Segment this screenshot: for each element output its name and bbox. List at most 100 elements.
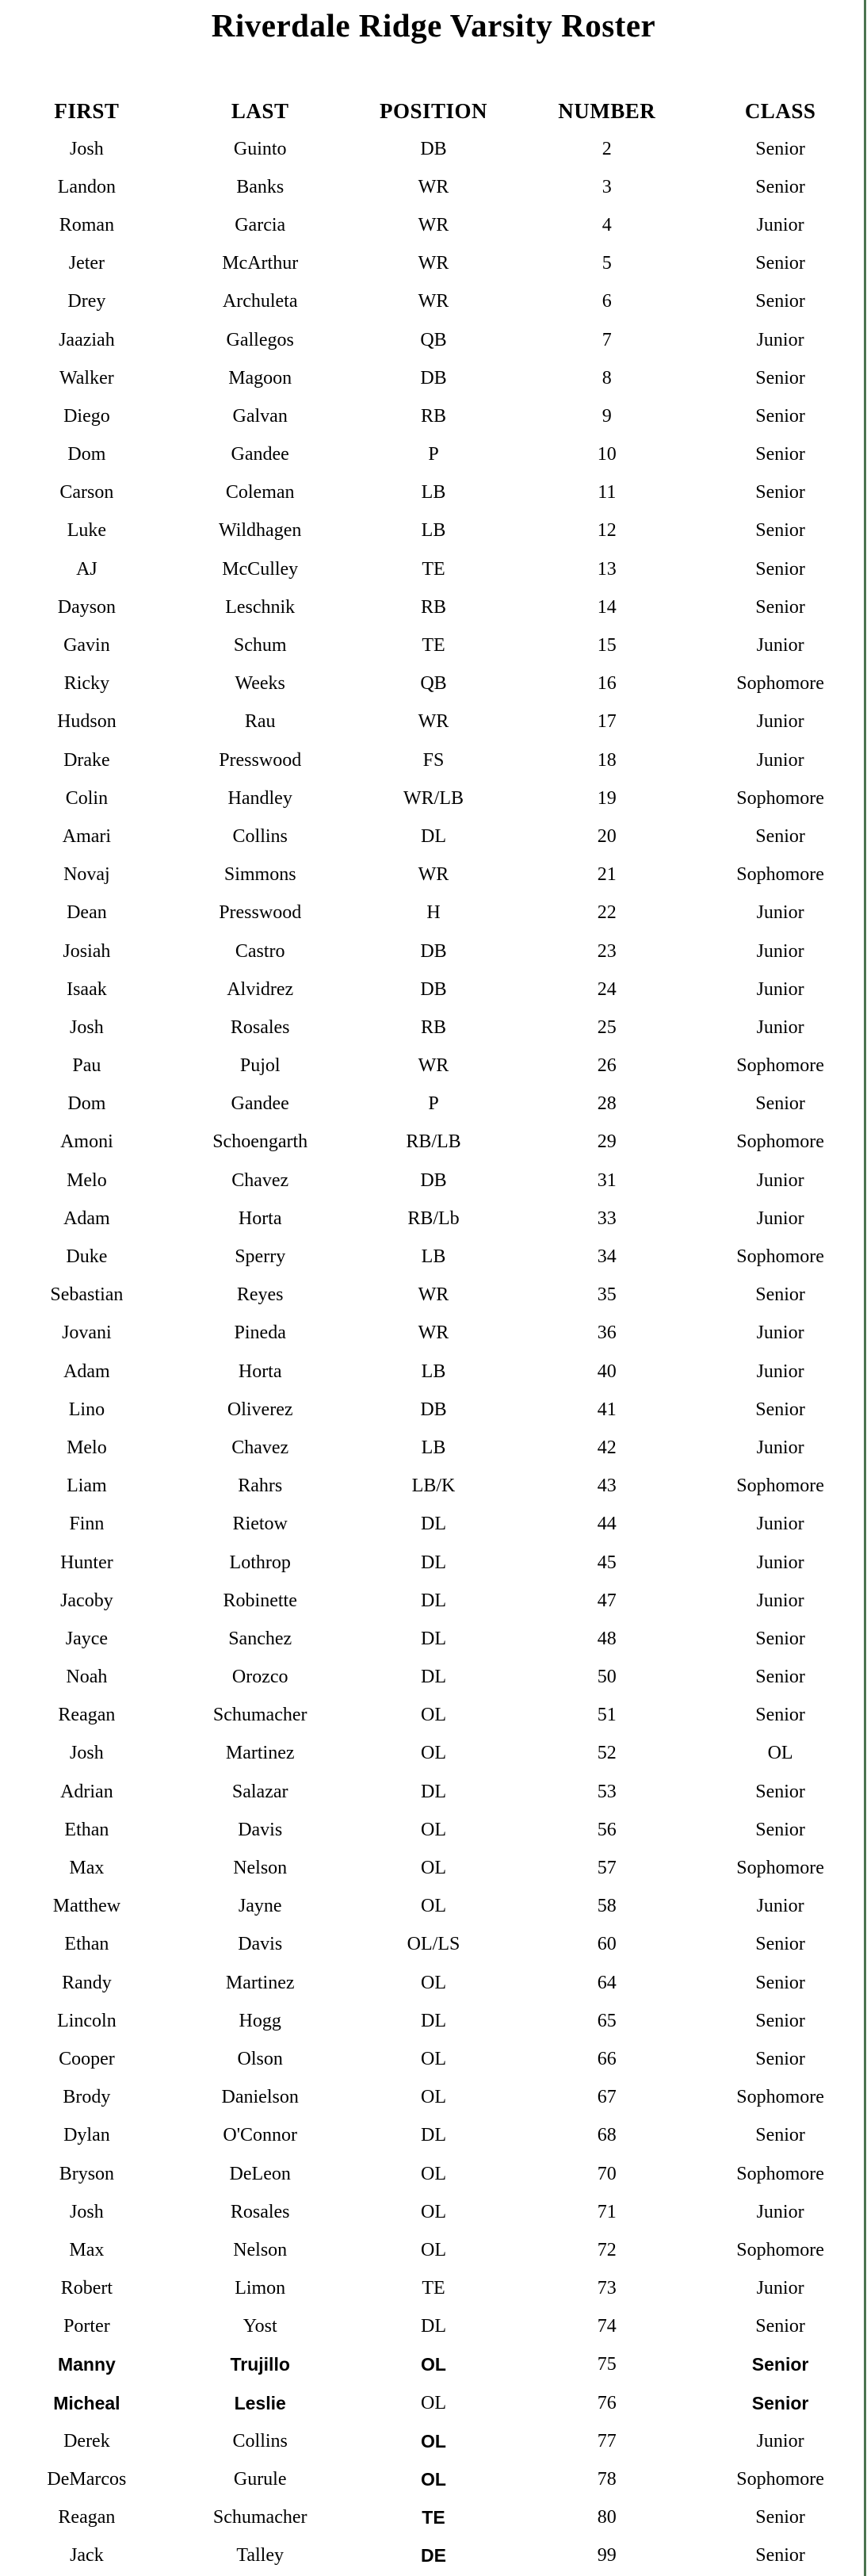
cell-position: OL (421, 2430, 446, 2452)
cell-last: Archuleta (222, 291, 298, 312)
cell-number: 57 (597, 1858, 617, 1879)
cell-position: QB (420, 329, 447, 350)
cell-last: Weeks (235, 673, 285, 695)
cell-class: Senior (755, 2545, 805, 2566)
cell-number: 48 (597, 1628, 617, 1649)
cell-class: Senior (755, 825, 805, 847)
cell-class: Junior (756, 2430, 804, 2452)
cell-position: LB (421, 1361, 446, 1382)
table-row: Adrian Salazar DL 53 Senior (0, 1773, 867, 1811)
cell-first: Hunter (60, 1552, 113, 1573)
cell-position: P (428, 1093, 439, 1115)
cell-position: OL (420, 2201, 446, 2222)
cell-first: Max (69, 1858, 105, 1879)
right-border-line (864, 0, 866, 2576)
cell-last: Presswood (219, 749, 302, 771)
cell-class: Senior (755, 176, 805, 197)
cell-first: Noah (66, 1667, 108, 1688)
cell-class: Junior (756, 1322, 804, 1344)
cell-last: Gurule (233, 2469, 287, 2490)
cell-class: Sophomore (736, 2087, 824, 2108)
cell-class: Sophomore (736, 787, 824, 809)
cell-first: DeMarcos (47, 2469, 127, 2490)
table-row: Robert Limon TE 73 Junior (0, 2270, 867, 2308)
cell-class: Sophomore (736, 1246, 824, 1268)
cell-class: Senior (751, 2354, 809, 2375)
cell-first: Amoni (60, 1131, 113, 1153)
cell-first: Hudson (57, 711, 116, 733)
cell-position: OL (420, 1705, 446, 1726)
cell-last: Sperry (235, 1246, 286, 1268)
cell-class: Senior (755, 596, 805, 618)
cell-position: WR (418, 1284, 449, 1306)
cell-number: 51 (597, 1705, 617, 1726)
cell-class: Senior (755, 520, 805, 542)
table-row: Roman Garcia WR 4 Junior (0, 206, 867, 244)
cell-last: Leschnik (225, 596, 296, 618)
cell-last: Sanchez (228, 1628, 292, 1649)
cell-number: 26 (597, 1055, 617, 1077)
cell-class: Senior (755, 1934, 805, 1955)
cell-class: Junior (756, 1016, 804, 1038)
cell-last: Davis (238, 1819, 283, 1840)
cell-class: Senior (755, 1972, 805, 1993)
cell-number: 60 (597, 1934, 617, 1955)
table-row: Drake Presswood FS 18 Junior (0, 741, 867, 779)
table-header: FIRST LAST POSITION NUMBER CLASS (0, 92, 867, 130)
cell-last: Rosales (230, 2201, 290, 2222)
table-row: Landon Banks WR 3 Senior (0, 168, 867, 206)
cell-position: OL (420, 1858, 446, 1879)
cell-first: Josh (70, 1016, 104, 1038)
cell-first: Adam (63, 1361, 110, 1382)
cell-last: Handley (227, 787, 292, 809)
cell-number: 43 (597, 1476, 617, 1497)
table-row: Jovani Pineda WR 36 Junior (0, 1315, 867, 1353)
table-row: Gavin Schum TE 15 Junior (0, 626, 867, 664)
cell-class: Junior (756, 902, 804, 924)
cell-number: 6 (602, 291, 612, 312)
cell-first: Lino (68, 1399, 105, 1420)
cell-last: Castro (235, 940, 285, 962)
cell-class: Sophomore (736, 2239, 824, 2260)
cell-first: Melo (67, 1437, 107, 1458)
cell-position: OL (420, 2239, 446, 2260)
table-row: DeMarcos Gurule OL 78 Sophomore (0, 2460, 867, 2498)
cell-position: OL (420, 1819, 446, 1840)
cell-class: Junior (756, 1590, 804, 1611)
table-row: Melo Chavez LB 42 Junior (0, 1429, 867, 1467)
table-row: Derek Collins OL 77 Junior (0, 2422, 867, 2460)
cell-last: Yost (243, 2316, 277, 2337)
cell-last: Robinette (223, 1590, 297, 1611)
cell-position: OL (421, 2354, 446, 2375)
cell-class: Sophomore (736, 1131, 824, 1153)
cell-number: 2 (602, 138, 612, 159)
cell-position: WR (418, 291, 449, 312)
cell-first: Reagan (58, 2507, 116, 2528)
cell-first: Roman (59, 214, 115, 235)
table-row: Ethan Davis OL 56 Senior (0, 1811, 867, 1849)
cell-position: OL/LS (407, 1934, 460, 1955)
cell-class: Senior (755, 1781, 805, 1802)
cell-last: Martinez (225, 1743, 295, 1764)
cell-number: 35 (597, 1284, 617, 1306)
cell-number: 80 (597, 2507, 617, 2528)
cell-first: Josiah (63, 940, 111, 962)
cell-position: P (428, 444, 439, 465)
cell-number: 5 (602, 253, 612, 274)
cell-position: LB/K (411, 1476, 456, 1497)
cell-last: Nelson (233, 1858, 288, 1879)
cell-last: Rau (244, 711, 276, 733)
table-row: Liam Rahrs LB/K 43 Sophomore (0, 1468, 867, 1506)
cell-number: 18 (597, 749, 617, 771)
cell-number: 22 (597, 902, 617, 924)
cell-first: Diego (63, 405, 110, 427)
table-row: Finn Rietow DL 44 Junior (0, 1506, 867, 1544)
cell-number: 64 (597, 1972, 617, 1993)
cell-class: Junior (756, 1437, 804, 1458)
cell-class: Senior (755, 1819, 805, 1840)
cell-class: Senior (755, 1628, 805, 1649)
cell-number: 75 (597, 2354, 617, 2375)
table-row: Brody Danielson OL 67 Sophomore (0, 2079, 867, 2117)
cell-last: Alvidrez (227, 978, 294, 1000)
